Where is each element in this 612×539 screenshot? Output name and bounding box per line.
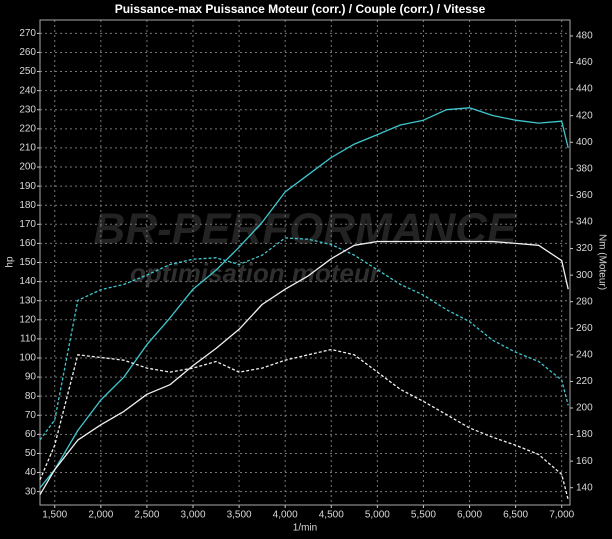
y-tick-label: 40 (25, 467, 37, 478)
y-tick-label: 260 (19, 47, 36, 58)
x-tick-label: 5,000 (365, 510, 390, 521)
y2-tick-label: 300 (576, 270, 593, 281)
y-tick-label: 90 (25, 372, 37, 383)
y2-tick-label: 320 (576, 243, 593, 254)
x-tick-label: 4,500 (319, 510, 344, 521)
y-tick-label: 270 (19, 28, 36, 39)
x-tick-label: 2,000 (88, 510, 113, 521)
y2-tick-label: 420 (576, 110, 593, 121)
y-tick-label: 150 (19, 257, 36, 268)
watermark: BR-PERFORMANCE (94, 205, 519, 254)
y-tick-label: 50 (25, 448, 37, 459)
x-tick-label: 3,500 (227, 510, 252, 521)
y-tick-label: 30 (25, 486, 37, 497)
y2-tick-label: 480 (576, 31, 593, 42)
y2-tick-label: 200 (576, 403, 593, 414)
y2-tick-label: 460 (576, 57, 593, 68)
x-tick-label: 3,000 (180, 510, 205, 521)
y2-tick-label: 280 (576, 296, 593, 307)
series-line (39, 240, 569, 496)
y2-tick-label: 400 (576, 137, 593, 148)
x-tick-label: 7,000 (549, 510, 574, 521)
y-tick-label: 200 (19, 162, 36, 173)
y-tick-label: 230 (19, 104, 36, 115)
x-tick-label: 6,000 (457, 510, 482, 521)
y2-tick-label: 240 (576, 349, 593, 360)
x-axis-label: 1/min (293, 523, 317, 534)
y-tick-label: 240 (19, 85, 36, 96)
x-tick-label: 4,000 (273, 510, 298, 521)
y-tick-label: 60 (25, 429, 37, 440)
y-tick-label: 220 (19, 123, 36, 134)
y2-tick-label: 160 (576, 456, 593, 467)
x-tick-label: 6,500 (503, 510, 528, 521)
y-tick-label: 110 (20, 334, 36, 345)
x-tick-label: 5,500 (411, 510, 436, 521)
x-tick-label: 1,500 (42, 510, 67, 521)
y-tick-label: 170 (19, 219, 36, 230)
y-tick-label: 100 (19, 353, 36, 364)
y2-tick-label: 260 (576, 323, 593, 334)
y2-tick-label: 380 (576, 163, 593, 174)
y2-tick-label: 180 (576, 429, 593, 440)
y-tick-label: 190 (19, 181, 36, 192)
y-tick-label: 130 (19, 295, 36, 306)
y-tick-label: 140 (19, 276, 36, 287)
series-line (39, 237, 569, 441)
y-axis-label: hp (5, 256, 16, 268)
series-line (39, 107, 569, 489)
y2-tick-label: 220 (576, 376, 593, 387)
chart-title: Puissance-max Puissance Moteur (corr.) /… (115, 2, 486, 16)
plot-frame (39, 19, 571, 506)
y2-tick-label: 140 (576, 482, 593, 493)
y2-tick-label: 340 (576, 217, 593, 228)
y-tick-label: 160 (19, 238, 36, 249)
y2-axis-label: Nm (Moteur) (596, 234, 607, 290)
x-tick-label: 2,500 (134, 510, 159, 521)
series-line (39, 348, 569, 500)
y2-tick-label: 360 (576, 190, 593, 201)
y-tick-label: 70 (25, 410, 37, 421)
y-tick-label: 210 (19, 143, 36, 154)
y-tick-label: 180 (19, 200, 36, 211)
y-tick-label: 120 (19, 314, 36, 325)
y-tick-label: 250 (19, 66, 36, 77)
y2-tick-label: 440 (576, 84, 593, 95)
y-tick-label: 80 (25, 391, 37, 402)
